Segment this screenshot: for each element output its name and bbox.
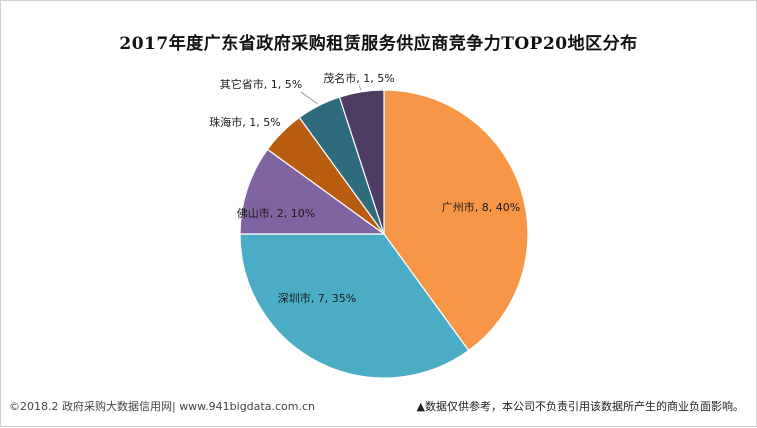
pie-slices	[239, 89, 529, 379]
source-note: ©2018.2 政府采购大数据信用网| www.941bigdata.com.c…	[9, 400, 315, 413]
slice-label-3: 佛山市, 2, 10%	[237, 206, 315, 220]
pie-slice-6	[338, 89, 385, 235]
chart-title: 2017年度广东省政府采购租赁服务供应商竞争力TOP20地区分布	[119, 34, 638, 54]
leader-lines	[300, 85, 362, 105]
leader-line-6	[358, 85, 362, 91]
slice-label-1: 广州市, 8, 40%	[442, 200, 520, 214]
slice-labels: 广州市, 8, 40% 深圳市, 7, 35% 佛山市, 2, 10% 珠海市, 1,…	[209, 71, 520, 305]
slice-label-5: 其它省市, 1, 5%	[220, 77, 302, 91]
leader-line-5	[300, 91, 318, 105]
pie-slice-2	[239, 233, 470, 379]
disclaimer-note: ▲数据仅供参考，本公司不负责引用该数据所产生的商业负面影响。	[416, 400, 744, 413]
pie-slice-3	[239, 148, 386, 235]
slice-label-2: 深圳市, 7, 35%	[278, 291, 356, 305]
slice-label-6: 茂名市, 1, 5%	[323, 71, 394, 85]
pie-slice-1	[383, 89, 529, 352]
slice-label-4: 珠海市, 1, 5%	[209, 115, 280, 129]
